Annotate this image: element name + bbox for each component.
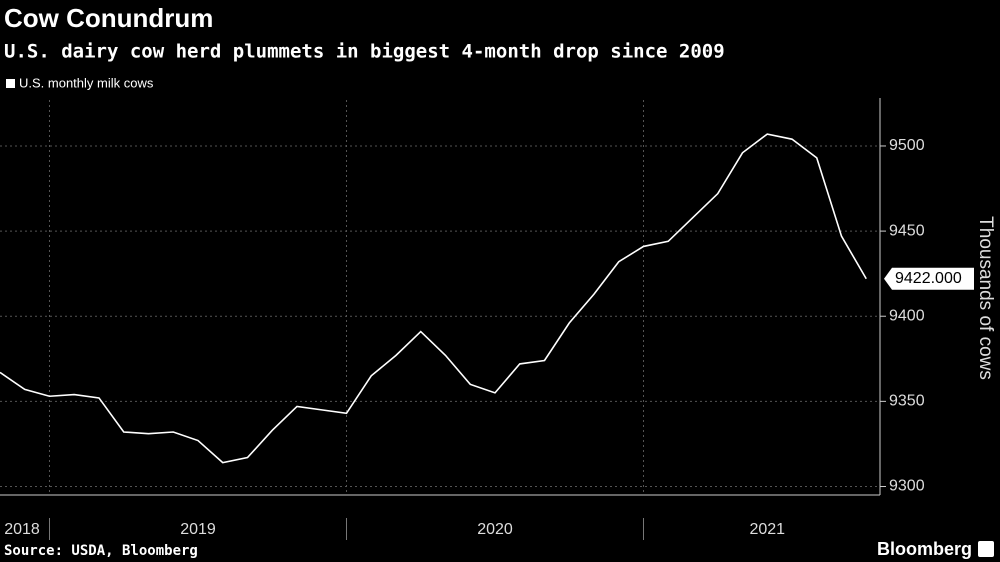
y-axis-label: Thousands of cows	[975, 216, 996, 380]
x-tick-label: 2019	[180, 521, 216, 538]
last-value-label: 9422.000	[895, 270, 962, 287]
source: Source: USDA, Bloomberg	[4, 543, 198, 559]
line	[0, 133, 867, 464]
y-tick-label: 9450	[889, 222, 925, 239]
chart-subtitle: U.S. dairy cow herd plummets in biggest …	[4, 41, 725, 63]
brand-icon	[978, 541, 994, 557]
chart-title: Cow Conundrum	[4, 3, 213, 33]
x-tick-label: 2021	[749, 521, 785, 538]
y-tick-label: 9400	[889, 307, 925, 324]
legend-swatch	[6, 79, 15, 88]
last-value-box	[884, 267, 974, 290]
y-tick-label: 9500	[889, 137, 925, 154]
legend-label: U.S. monthly milk cows	[19, 75, 154, 90]
brand: Bloomberg	[877, 539, 972, 559]
y-tick-label: 9300	[889, 478, 925, 495]
x-tick-label: 2018	[4, 521, 40, 538]
y-tick-label: 9350	[889, 393, 925, 410]
x-tick-label: 2020	[477, 521, 513, 538]
